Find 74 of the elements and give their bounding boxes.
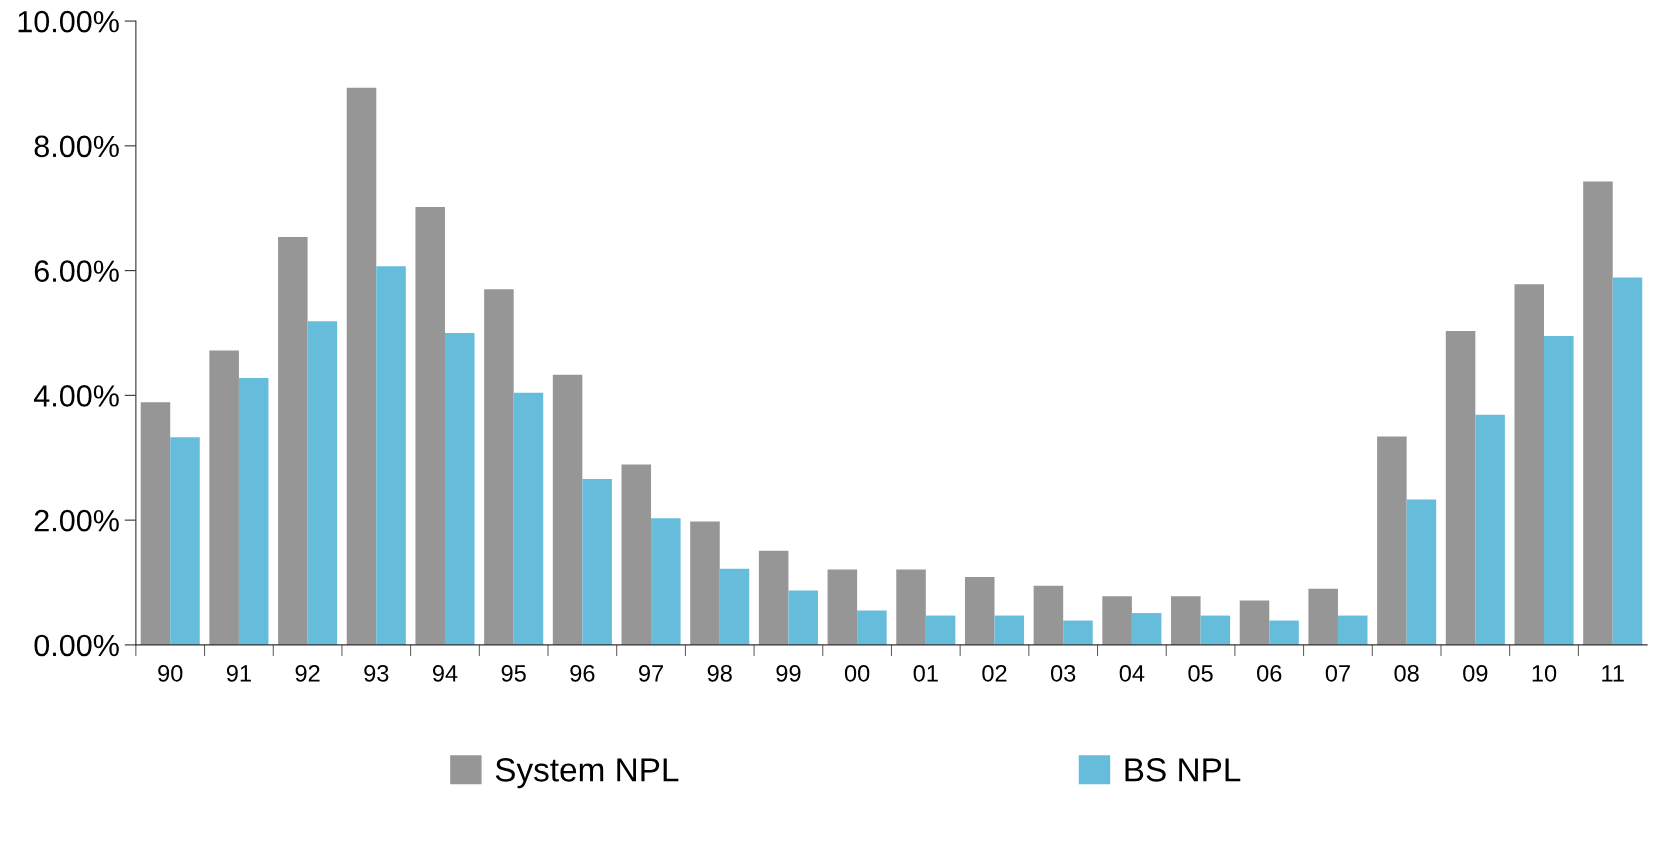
x-tick-label: 10 (1532, 664, 1557, 682)
bar (1445, 331, 1476, 645)
bar (513, 392, 544, 645)
legend-label: BS NPL (1125, 758, 1241, 782)
bar (964, 576, 995, 645)
y-tick-label: 2.00% (34, 509, 119, 532)
x-tick-label: 07 (1325, 664, 1350, 682)
bar (1171, 596, 1201, 645)
bar (1612, 277, 1643, 645)
bar (896, 569, 926, 645)
bar (651, 518, 681, 645)
x-tick-label: 90 (158, 664, 183, 682)
bar (1308, 588, 1338, 645)
y-tick-label: 10.00% (18, 10, 119, 33)
bar (307, 321, 338, 645)
bar (376, 266, 406, 645)
x-tick-label: 02 (982, 664, 1007, 682)
bar (415, 206, 445, 645)
x-tick-label: 01 (913, 664, 938, 682)
bar (827, 569, 858, 645)
x-tick-label: 91 (226, 664, 251, 682)
x-tick-label: 03 (1050, 664, 1076, 682)
y-tick-label: 0.00% (34, 634, 119, 657)
bar (1063, 620, 1093, 645)
bar (621, 464, 652, 645)
bar (1514, 284, 1545, 645)
x-tick-label: 99 (776, 664, 801, 682)
bar (994, 615, 1025, 645)
x-tick-label: 98 (707, 664, 732, 682)
x-tick-label: 11 (1602, 665, 1624, 682)
x-tick-label: 95 (501, 664, 526, 682)
bar (1337, 615, 1368, 645)
x-tick-label: 05 (1188, 664, 1213, 682)
x-tick-label: 09 (1463, 664, 1488, 682)
bar (758, 550, 789, 645)
x-tick-label: 04 (1119, 664, 1145, 682)
x-tick-label: 96 (570, 664, 595, 682)
bar (788, 590, 818, 645)
bar (346, 87, 377, 645)
bar (444, 332, 475, 645)
x-tick-label: 06 (1257, 664, 1282, 682)
bar (1475, 414, 1505, 645)
bar (1406, 499, 1437, 645)
bar (238, 377, 269, 645)
y-tick-label: 6.00% (34, 260, 119, 282)
bar (1544, 336, 1574, 645)
bar (1583, 181, 1613, 645)
y-tick-label: 4.00% (33, 385, 119, 407)
bar (1033, 585, 1064, 645)
bar (1269, 620, 1299, 645)
x-tick-label: 94 (432, 664, 458, 682)
x-tick-label: 08 (1394, 664, 1419, 682)
bar (925, 615, 956, 645)
x-tick-label: 92 (295, 664, 320, 682)
bar (719, 568, 750, 645)
bar (1239, 600, 1270, 645)
bar (278, 236, 308, 645)
bar (690, 521, 720, 645)
bar (1377, 436, 1407, 645)
x-tick-label: 00 (844, 664, 870, 682)
x-tick-label: 97 (639, 664, 663, 682)
legend-label: System NPL (495, 758, 679, 789)
bar (1131, 613, 1162, 645)
bar (552, 374, 583, 645)
bar (1102, 596, 1132, 645)
bar (140, 402, 171, 645)
bar (209, 350, 239, 645)
x-tick-label: 93 (364, 664, 389, 682)
bar (484, 289, 514, 645)
y-tick-label: 8.00% (34, 135, 119, 158)
bar (582, 478, 612, 645)
bar (857, 610, 887, 645)
bar (1200, 615, 1231, 645)
bar (170, 437, 200, 645)
